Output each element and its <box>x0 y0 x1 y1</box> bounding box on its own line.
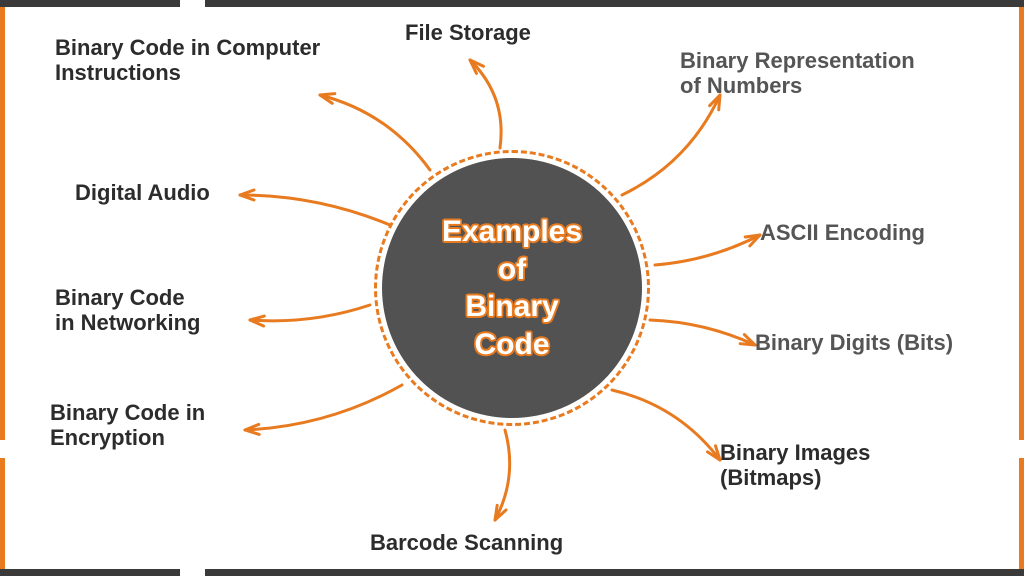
node-networking: Binary Code in Networking <box>55 285 200 336</box>
node-bits: Binary Digits (Bits) <box>755 330 953 355</box>
frame-left <box>0 0 5 576</box>
node-bitmaps: Binary Images (Bitmaps) <box>720 440 870 491</box>
frame-top-right <box>205 0 1024 7</box>
frame-bottom-right <box>205 569 1024 576</box>
node-binary-numbers: Binary Representation of Numbers <box>680 48 915 99</box>
frame-right <box>1019 0 1024 576</box>
frame-top-left <box>0 0 180 7</box>
frame-bottom-left <box>0 569 180 576</box>
node-file-storage: File Storage <box>405 20 531 45</box>
center-title: Examples of Binary Code <box>442 213 582 363</box>
node-audio: Digital Audio <box>75 180 210 205</box>
frame-notch <box>1002 440 1024 458</box>
node-ascii: ASCII Encoding <box>760 220 925 245</box>
center-circle: Examples of Binary Code <box>382 158 642 418</box>
node-barcode: Barcode Scanning <box>370 530 563 555</box>
frame-notch <box>0 440 22 458</box>
node-encryption: Binary Code in Encryption <box>50 400 205 451</box>
node-instructions: Binary Code in Computer Instructions <box>55 35 320 86</box>
